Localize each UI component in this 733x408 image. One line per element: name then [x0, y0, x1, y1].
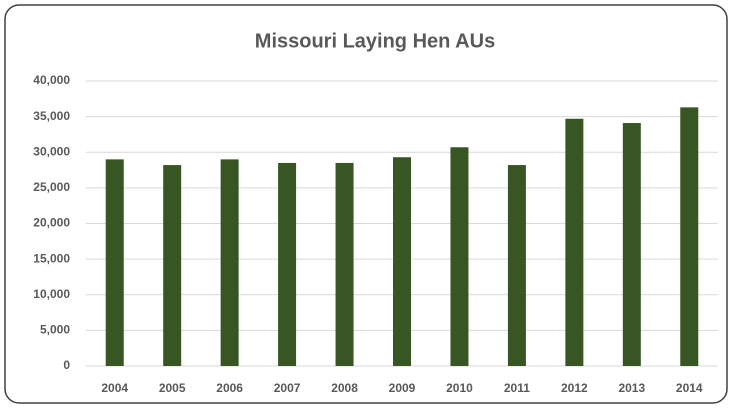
y-tick-label: 5,000 [40, 323, 70, 337]
bar [565, 118, 584, 366]
x-tick-label: 2008 [331, 381, 358, 395]
x-tick-label: 2013 [618, 381, 645, 395]
y-tick-label: 35,000 [33, 109, 70, 123]
bar [680, 107, 699, 367]
y-tick-label: 10,000 [33, 287, 70, 301]
x-tick-label: 2014 [676, 381, 703, 395]
chart-border [4, 4, 728, 404]
x-tick-label: 2004 [101, 381, 128, 395]
bar [393, 157, 411, 366]
y-tick-label: 40,000 [33, 73, 70, 87]
x-tick-label: 2011 [504, 381, 530, 395]
bar [105, 159, 124, 366]
y-tick-label: 30,000 [33, 144, 70, 158]
chart-title: Missouri Laying Hen AUs [255, 30, 495, 52]
y-tick-label: 25,000 [33, 180, 70, 194]
bar [220, 159, 239, 366]
bar [335, 162, 354, 366]
y-tick-label: 15,000 [33, 251, 70, 265]
y-tick-label: 0 [63, 358, 70, 372]
bar [278, 162, 297, 366]
bar [507, 165, 526, 366]
x-tick-label: 2010 [446, 381, 473, 395]
x-tick-label: 2006 [216, 381, 243, 395]
bar [163, 165, 182, 366]
x-tick-label: 2005 [159, 381, 186, 395]
x-tick-label: 2012 [561, 381, 588, 395]
bar [450, 147, 469, 366]
x-tick-label: 2009 [389, 381, 416, 395]
x-tick-label: 2007 [274, 381, 301, 395]
y-tick-label: 20,000 [33, 216, 70, 230]
bar [622, 123, 641, 366]
